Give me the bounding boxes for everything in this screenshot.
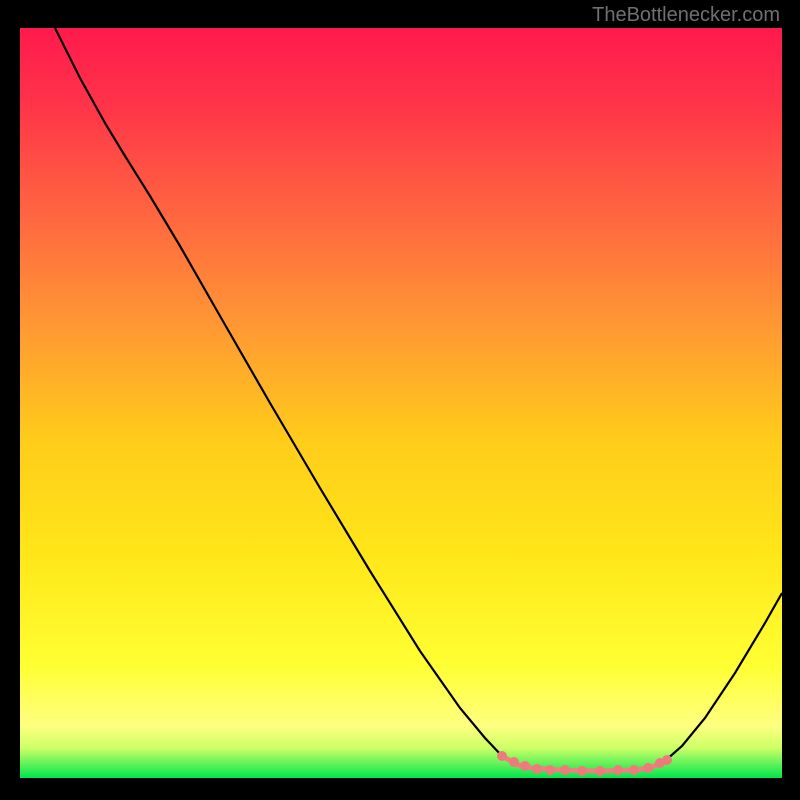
- highlight-marker: [545, 765, 555, 775]
- highlight-marker: [577, 766, 587, 776]
- highlight-marker: [560, 765, 570, 775]
- highlight-marker: [520, 761, 530, 771]
- highlight-marker: [662, 755, 672, 765]
- highlight-marker: [595, 766, 605, 776]
- highlight-marker: [613, 765, 623, 775]
- highlight-marker: [509, 757, 519, 767]
- highlight-marker: [497, 751, 507, 761]
- watermark-text: TheBottlenecker.com: [592, 4, 780, 27]
- chart-svg: [20, 28, 782, 778]
- chart-plot-area: [20, 28, 782, 778]
- chart-background: [20, 28, 782, 778]
- highlight-marker: [532, 764, 542, 774]
- highlight-marker: [643, 763, 653, 773]
- highlight-marker: [629, 765, 639, 775]
